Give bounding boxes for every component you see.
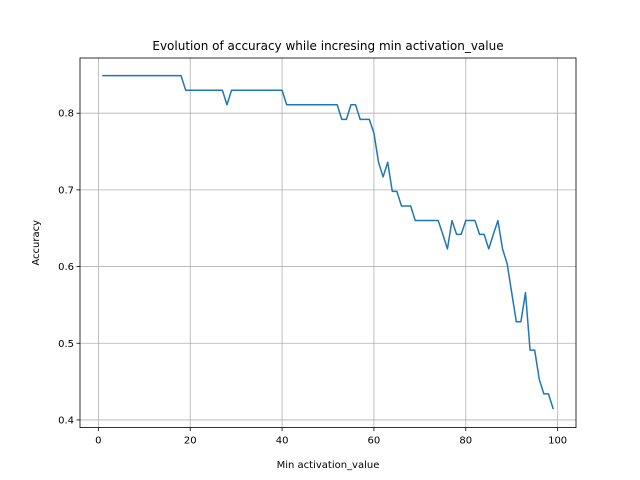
series-layer — [102, 74, 554, 410]
y-tick-label: 0.7 — [58, 185, 74, 196]
y-tick-label: 0.5 — [58, 339, 74, 350]
x-tick-label: 0 — [95, 436, 101, 447]
y-tick-label: 0.6 — [58, 262, 74, 273]
grid — [80, 58, 576, 428]
y-tick-label: 0.8 — [58, 109, 74, 120]
x-tick-label: 100 — [548, 436, 567, 447]
x-axis-label: Min activation_value — [277, 460, 380, 471]
x-tick-label: 40 — [276, 436, 289, 447]
y-tick-label: 0.4 — [58, 415, 74, 426]
chart-title: Evolution of accuracy while incresing mi… — [152, 39, 503, 53]
x-tick-label: 20 — [184, 436, 197, 447]
y-axis-label: Accuracy — [31, 220, 42, 266]
x-tick-label: 80 — [459, 436, 472, 447]
x-tick-label: 60 — [368, 436, 381, 447]
ticks: 0 20 40 60 80 100 0.4 0.5 0.6 0.7 0.8 — [58, 109, 567, 447]
plot-frame — [79, 57, 577, 429]
accuracy-series-line — [102, 74, 554, 410]
